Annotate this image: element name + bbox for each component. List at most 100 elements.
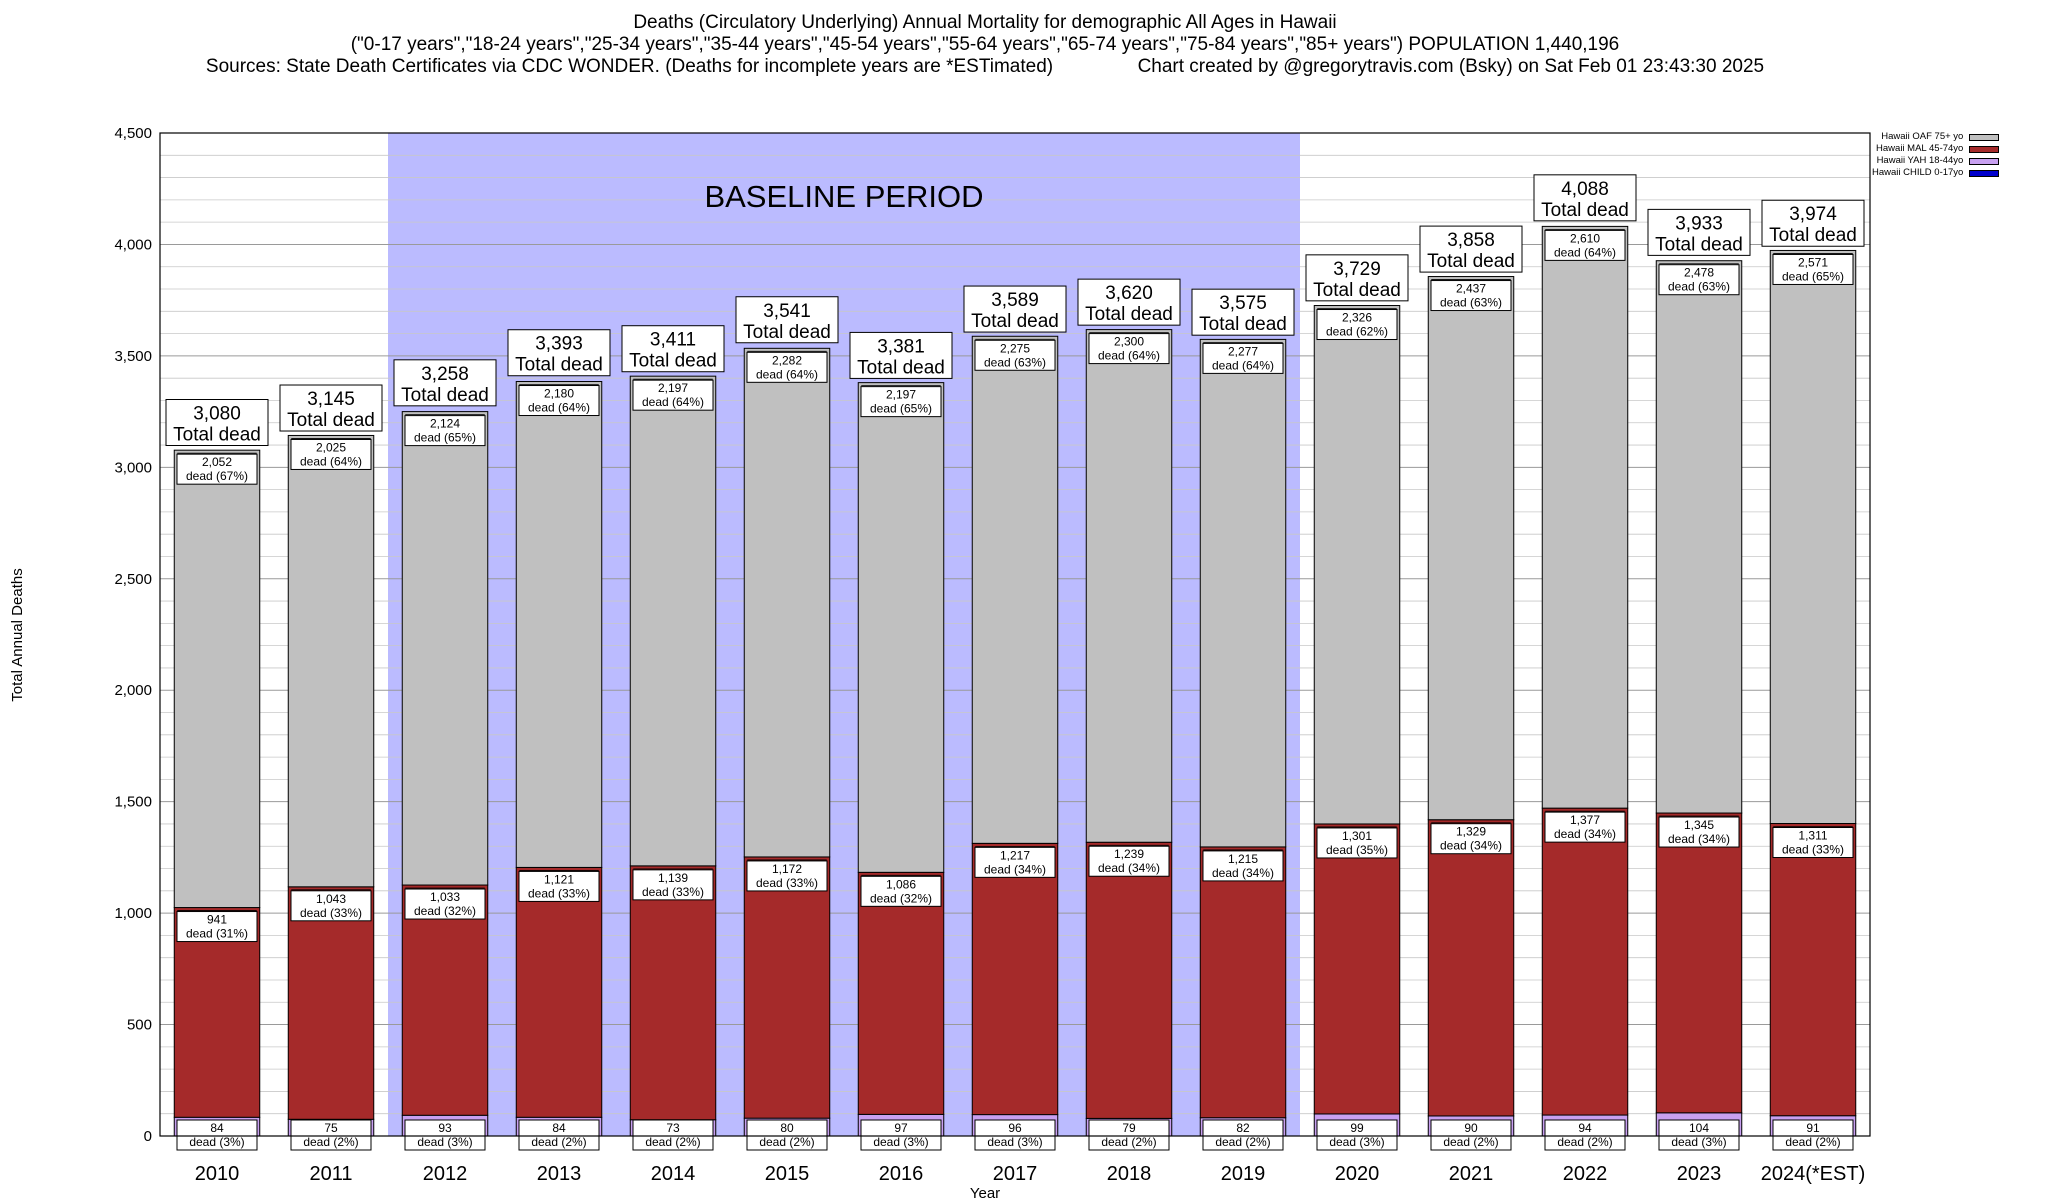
segment-value-label: 2,197	[658, 381, 688, 395]
segment-label-box	[974, 339, 1056, 371]
segment-label-box	[1316, 309, 1398, 341]
total-label-box	[393, 359, 497, 407]
segment-label-box	[1316, 827, 1398, 859]
segment-label-box	[632, 1119, 714, 1151]
x-tick-label: 2015	[765, 1163, 810, 1185]
segment-value-label: 1,086	[886, 877, 916, 891]
total-value-label: 3,541	[763, 301, 811, 322]
segment-percent-label: dead (65%)	[870, 402, 932, 416]
plot-frame	[159, 132, 1871, 1137]
segment-percent-label: dead (64%)	[756, 367, 818, 381]
segment-label-box	[518, 870, 600, 902]
segment-percent-label: dead (35%)	[1326, 843, 1388, 857]
segment-value-label: 1,239	[1114, 847, 1144, 861]
x-tick-label: 2023	[1677, 1163, 1722, 1185]
legend-item: Hawaii OAF 75+ yo	[1872, 131, 2000, 143]
segment-label-box	[1430, 280, 1512, 312]
total-caption-label: Total dead	[173, 425, 261, 446]
total-caption-label: Total dead	[1085, 304, 1173, 325]
segment-value-label: 91	[1806, 1121, 1820, 1135]
bar-segment	[1085, 841, 1173, 1119]
segment-label-box	[176, 453, 258, 485]
bar-segment	[1427, 819, 1515, 1117]
total-caption-label: Total dead	[743, 322, 831, 343]
total-label-box	[1077, 278, 1181, 326]
segment-percent-label: dead (64%)	[1554, 245, 1616, 259]
total-label-box	[1419, 225, 1523, 273]
total-label-box	[1761, 199, 1865, 247]
total-caption-label: Total dead	[287, 410, 375, 431]
segment-percent-label: dead (65%)	[1782, 269, 1844, 283]
x-tick-label: 2014	[651, 1163, 696, 1185]
segment-value-label: 90	[1464, 1121, 1478, 1135]
total-value-label: 3,381	[877, 336, 925, 357]
total-caption-label: Total dead	[401, 385, 489, 406]
segment-percent-label: dead (2%)	[531, 1135, 586, 1149]
total-value-label: 3,080	[193, 404, 241, 425]
x-tick-label: 2024(*EST)	[1761, 1163, 1866, 1185]
total-label-box	[849, 331, 953, 379]
segment-label-box	[1202, 1119, 1284, 1151]
segment-value-label: 75	[324, 1121, 338, 1135]
total-label-box	[1191, 288, 1295, 336]
segment-value-label: 2,197	[886, 388, 916, 402]
segment-label-box	[860, 875, 942, 907]
segment-percent-label: dead (31%)	[186, 927, 248, 941]
segment-percent-label: dead (32%)	[870, 891, 932, 905]
segment-percent-label: dead (62%)	[1326, 325, 1388, 339]
segment-value-label: 1,345	[1684, 818, 1714, 832]
segment-label-box	[1202, 342, 1284, 374]
bar-segment	[287, 434, 375, 888]
segment-percent-label: dead (64%)	[528, 401, 590, 415]
segment-label-box	[1772, 253, 1854, 285]
total-value-label: 3,974	[1789, 204, 1837, 225]
segment-value-label: 2,180	[544, 387, 574, 401]
segment-percent-label: dead (2%)	[303, 1135, 358, 1149]
legend-item: Hawaii CHILD 0-17yo	[1872, 167, 2000, 179]
segment-percent-label: dead (34%)	[1098, 861, 1160, 875]
total-label-box	[621, 325, 725, 373]
segment-percent-label: dead (63%)	[1668, 280, 1730, 294]
segment-label-box	[1658, 264, 1740, 296]
bar-segment	[515, 381, 603, 868]
segment-label-box	[632, 379, 714, 411]
segment-label-box	[1088, 1119, 1170, 1151]
bar-segment	[1541, 225, 1629, 809]
total-label-box	[165, 399, 269, 447]
total-label-box	[279, 384, 383, 432]
y-tick-label: 500	[127, 1017, 152, 1034]
segment-percent-label: dead (64%)	[1212, 358, 1274, 372]
legend-label: Hawaii MAL 45-74yo	[1876, 143, 1964, 154]
x-tick-label: 2011	[309, 1163, 352, 1185]
y-axis-title: Total Annual Deaths	[9, 568, 26, 701]
total-caption-label: Total dead	[971, 311, 1059, 332]
segment-label-box	[1430, 823, 1512, 855]
segment-label-box	[1316, 1119, 1398, 1151]
segment-percent-label: dead (64%)	[300, 454, 362, 468]
chart-title: Deaths (Circulatory Underlying) Annual M…	[633, 12, 1337, 33]
y-tick-label: 2,000	[114, 682, 152, 699]
bar-segment	[743, 856, 831, 1119]
segment-label-box	[1430, 1119, 1512, 1151]
segment-percent-label: dead (2%)	[1557, 1135, 1612, 1149]
legend-item: Hawaii YAH 18-44yo	[1872, 155, 2000, 167]
segment-label-box	[518, 1119, 600, 1151]
bar-segment	[971, 842, 1059, 1116]
y-tick-label: 3,000	[114, 459, 152, 476]
bar-segment	[401, 884, 489, 1116]
x-tick-label: 2018	[1107, 1163, 1152, 1185]
segment-percent-label: dead (2%)	[1101, 1135, 1156, 1149]
segment-label-box	[746, 1119, 828, 1151]
y-tick-label: 4,000	[114, 236, 152, 253]
bar-segment	[1085, 329, 1173, 843]
x-tick-label: 2019	[1221, 1163, 1266, 1185]
bar-segment	[629, 865, 717, 1121]
segment-label-box	[1544, 1119, 1626, 1151]
segment-value-label: 2,571	[1798, 255, 1828, 269]
segment-value-label: 1,172	[772, 862, 802, 876]
total-caption-label: Total dead	[1655, 234, 1743, 255]
segment-percent-label: dead (3%)	[873, 1135, 928, 1149]
segment-percent-label: dead (2%)	[1215, 1135, 1270, 1149]
segment-label-box	[860, 1119, 942, 1151]
legend-swatch	[1969, 145, 2000, 153]
